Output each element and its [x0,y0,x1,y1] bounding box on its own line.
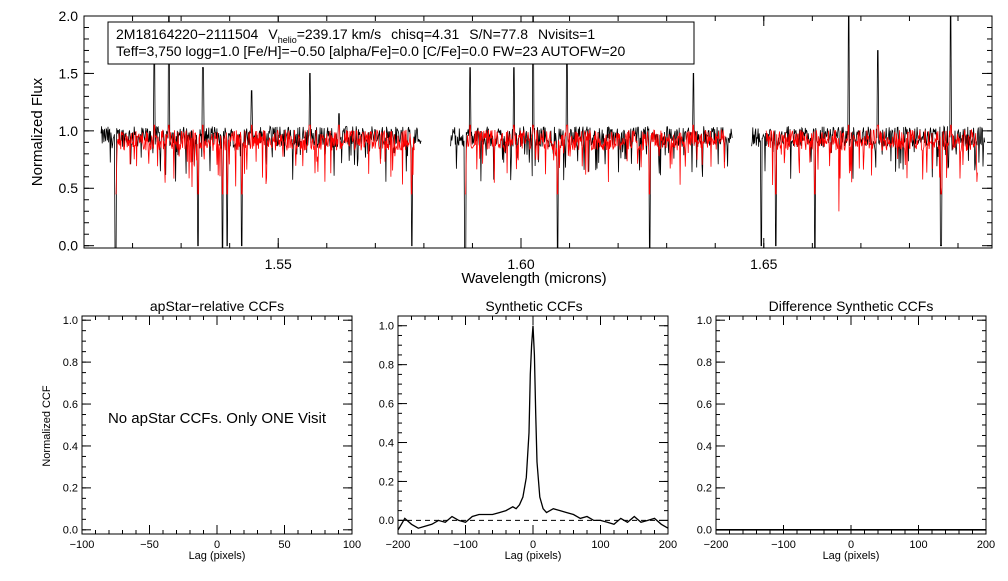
y-tick-label: 0.4 [379,437,394,449]
y-tick-label: 0.0 [379,515,394,527]
spectrum-series-group [100,16,986,248]
y-tick-label: 1.0 [63,315,78,327]
apstar-ccf-panel: apStar−relative CCFs −100 −50 0 50 100 0.0 0.2… [41,298,361,562]
spectrum-y-axis-label: Normalized Flux [29,77,46,186]
y-tick-label: 0.8 [63,357,78,369]
y-tick-label: 0.4 [63,441,78,453]
difference-plot-frame [715,315,987,535]
x-tick-label: −200 [386,539,411,551]
y-tick-label: 1.0 [379,321,394,333]
vhelio-value-label: =239.17 km/s [297,26,381,42]
difference-ccf-title: Difference Synthetic CCFs [769,298,934,314]
y-tick-label: 2.0 [59,8,79,24]
star-id-label: 2M18164220−2111504 [116,26,259,42]
snr-label: S/N=77.8 [469,26,528,42]
x-tick-label: −100 [771,539,796,551]
synthetic-ccf-line [397,325,669,531]
synthetic-ccf-title: Synthetic CCFs [485,298,582,314]
synthetic-ccf-series-group [397,325,669,531]
y-tick-label: 1.5 [59,65,79,81]
apstar-ccf-title: apStar−relative CCFs [150,298,284,314]
apstar-axis-ticks: −100 −50 0 50 100 0.0 0.2 0.4 0.6 0.8 1.0 [63,315,361,551]
difference-axis-ticks: −200 −100 0 100 200 0.0 0.2 0.4 0.6 0.8 1.0 [697,315,995,551]
spectrum-plot-frame [83,15,993,249]
x-tick-label: −100 [453,539,478,551]
y-tick-label: 0.0 [63,525,78,537]
y-tick-label: 0.0 [697,525,712,537]
spectrum-info-line-1: 2M18164220−2111504 Vhelio=239.17 km/s chis… [116,26,595,45]
y-tick-label: 0.6 [697,399,712,411]
model-chip-1-line [115,124,415,195]
x-tick-label: 1.65 [750,256,777,272]
model-chip-3-line [765,124,978,212]
x-tick-label: 100 [591,539,609,551]
x-tick-label: 1.55 [265,256,292,272]
y-tick-label: 0.0 [59,238,79,254]
y-tick-label: 0.2 [697,483,712,495]
synthetic-x-axis-label: Lag (pixels) [505,550,562,562]
x-tick-label: 0 [530,539,536,551]
x-tick-label: 0 [848,539,854,551]
x-tick-label: 200 [659,539,677,551]
x-tick-label: 1.60 [507,256,534,272]
y-tick-label: 1.0 [697,315,712,327]
y-tick-label: 0.8 [697,357,712,369]
nvisits-label: Nvisits=1 [538,26,595,42]
y-tick-label: 1.0 [59,123,79,139]
synthetic-plot-frame [397,315,669,535]
y-tick-label: 0.2 [63,483,78,495]
y-tick-label: 0.6 [379,398,394,410]
stellar-params-label: Teff=3,750 logg=1.0 [Fe/H]=−0.50 [alpha/… [116,43,625,59]
spectrum-info-box [107,21,695,65]
chisq-label: chisq=4.31 [391,26,459,42]
model-chip-2-line [465,124,726,195]
synthetic-ccf-panel: Synthetic CCFs −200 −100 0 100 200 0.0 0.2 0.4 0… [379,298,677,562]
model-spectrum-series [115,124,978,212]
difference-x-axis-label: Lag (pixels) [823,550,880,562]
apstar-x-axis-label: Lag (pixels) [189,550,246,562]
y-tick-label: 0.2 [379,476,394,488]
y-tick-label: 0.8 [379,360,394,372]
spectrum-panel: 1.55 1.60 1.65 0.0 0.5 1.0 1.5 2.0 2M18164220−2… [29,8,993,287]
x-tick-label: −50 [140,539,159,551]
y-tick-label: 0.6 [63,399,78,411]
y-tick-label: 0.4 [697,441,712,453]
spectrum-x-axis-label: Wavelength (microns) [461,270,606,287]
vhelio-subscript-label: helio [278,35,297,45]
x-tick-label: 50 [278,539,290,551]
apstar-no-ccf-message: No apStar CCFs. Only ONE Visit [108,410,327,427]
x-tick-label: −100 [70,539,95,551]
x-tick-label: −200 [704,539,729,551]
x-tick-label: 100 [909,539,927,551]
x-tick-label: 100 [343,539,361,551]
x-tick-label: 0 [214,539,220,551]
difference-ccf-panel: Difference Synthetic CCFs −200 −100 0 100 20… [697,298,995,562]
x-tick-label: 200 [977,539,995,551]
synthetic-axis-ticks: −200 −100 0 100 200 0.0 0.2 0.4 0.6 0.8 1.0 [379,315,677,551]
spectrum-axis-ticks: 1.55 1.60 1.65 0.0 0.5 1.0 1.5 2.0 [59,8,992,272]
vhelio-prefix-label: V [268,26,278,42]
apstar-y-axis-label: Normalized CCF [41,385,53,467]
y-tick-label: 0.5 [59,180,79,196]
